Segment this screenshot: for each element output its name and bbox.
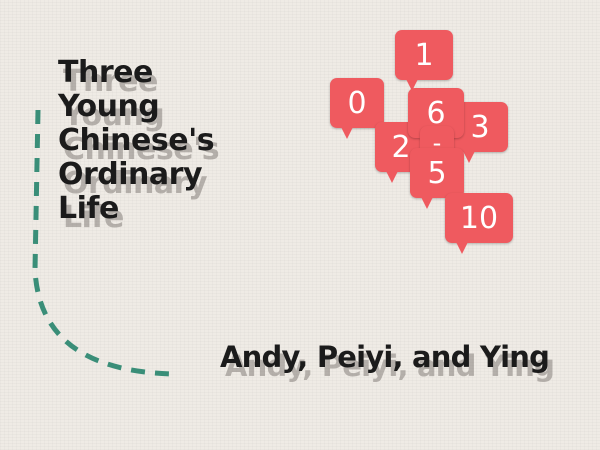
number-badge-0: 0: [330, 78, 384, 139]
authors-line: Andy, Peiyi, and Ying: [220, 340, 550, 374]
title-line: Young: [58, 89, 160, 124]
title-line: Three: [58, 55, 153, 90]
slide-title: Three Young Chinese's Ordinary Life: [58, 55, 215, 226]
title-line: Ordinary: [58, 157, 203, 192]
title-line: Life: [58, 191, 119, 226]
number-badge-10: 10: [445, 193, 513, 254]
title-line: Chinese's: [58, 123, 215, 158]
number-badge-5: 5: [410, 148, 464, 209]
number-badge-1: 1: [395, 30, 453, 91]
